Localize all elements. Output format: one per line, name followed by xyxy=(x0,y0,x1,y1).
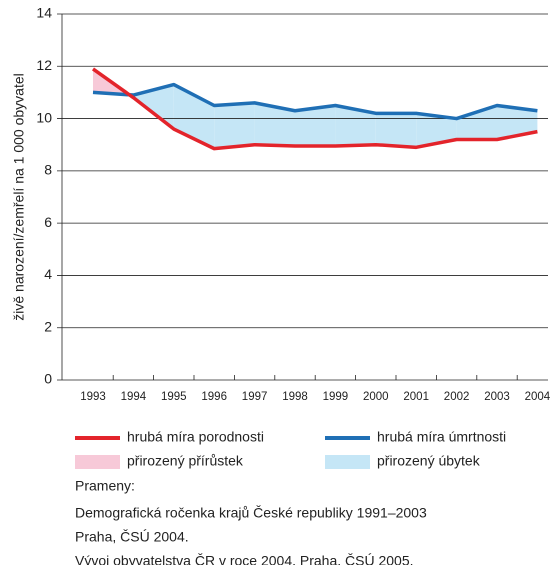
x-tick-label: 1994 xyxy=(121,391,147,403)
y-tick-label: 10 xyxy=(36,109,52,125)
area-fill xyxy=(497,105,538,140)
x-tick-label: 2004 xyxy=(525,391,551,403)
area-fill xyxy=(375,113,417,148)
y-tick-label: 6 xyxy=(44,214,52,230)
x-tick-label: 1997 xyxy=(242,391,268,403)
legend-label: přirozený přírůstek xyxy=(127,453,244,469)
legend-label: přirozený úbytek xyxy=(377,453,481,469)
y-tick-label: 4 xyxy=(44,266,52,282)
y-axis-label: živě narození/zemřelí na 1 000 obyvatel xyxy=(11,73,27,320)
x-tick-label: 2002 xyxy=(444,391,470,403)
x-tick-label: 1999 xyxy=(323,391,349,403)
legend-swatch xyxy=(75,455,120,469)
y-tick-label: 2 xyxy=(44,318,52,334)
area-fill xyxy=(295,105,336,147)
area-fill xyxy=(254,102,295,147)
y-tick-label: 8 xyxy=(44,162,52,178)
x-tick-label: 1995 xyxy=(161,391,187,403)
y-tick-label: 14 xyxy=(36,5,52,21)
y-tick-label: 0 xyxy=(44,371,52,387)
legend-swatch xyxy=(325,455,370,469)
x-tick-label: 1996 xyxy=(201,391,227,403)
area-fill xyxy=(416,113,457,148)
source-line: Demografická ročenka krajů České republi… xyxy=(75,505,427,521)
area-fill xyxy=(133,84,174,130)
x-tick-label: 1998 xyxy=(282,391,308,403)
x-tick-label: 2003 xyxy=(484,391,510,403)
series-line xyxy=(92,82,538,121)
sources-heading: Prameny: xyxy=(75,478,135,494)
legend-label: hrubá míra úmrtnosti xyxy=(377,429,506,445)
legend-label: hrubá míra porodnosti xyxy=(127,429,264,445)
area-fill xyxy=(456,105,497,140)
source-line: Praha, ČSÚ 2004. xyxy=(75,529,189,545)
y-tick-label: 12 xyxy=(36,57,52,73)
x-tick-label: 2001 xyxy=(403,391,429,403)
series-line xyxy=(91,67,538,151)
area-fill xyxy=(214,102,255,149)
area-fill xyxy=(335,105,376,147)
x-tick-label: 1993 xyxy=(80,391,106,403)
source-line: Vývoj obyvatelstva ČR v roce 2004. Praha… xyxy=(75,553,414,565)
x-tick-label: 2000 xyxy=(363,391,389,403)
